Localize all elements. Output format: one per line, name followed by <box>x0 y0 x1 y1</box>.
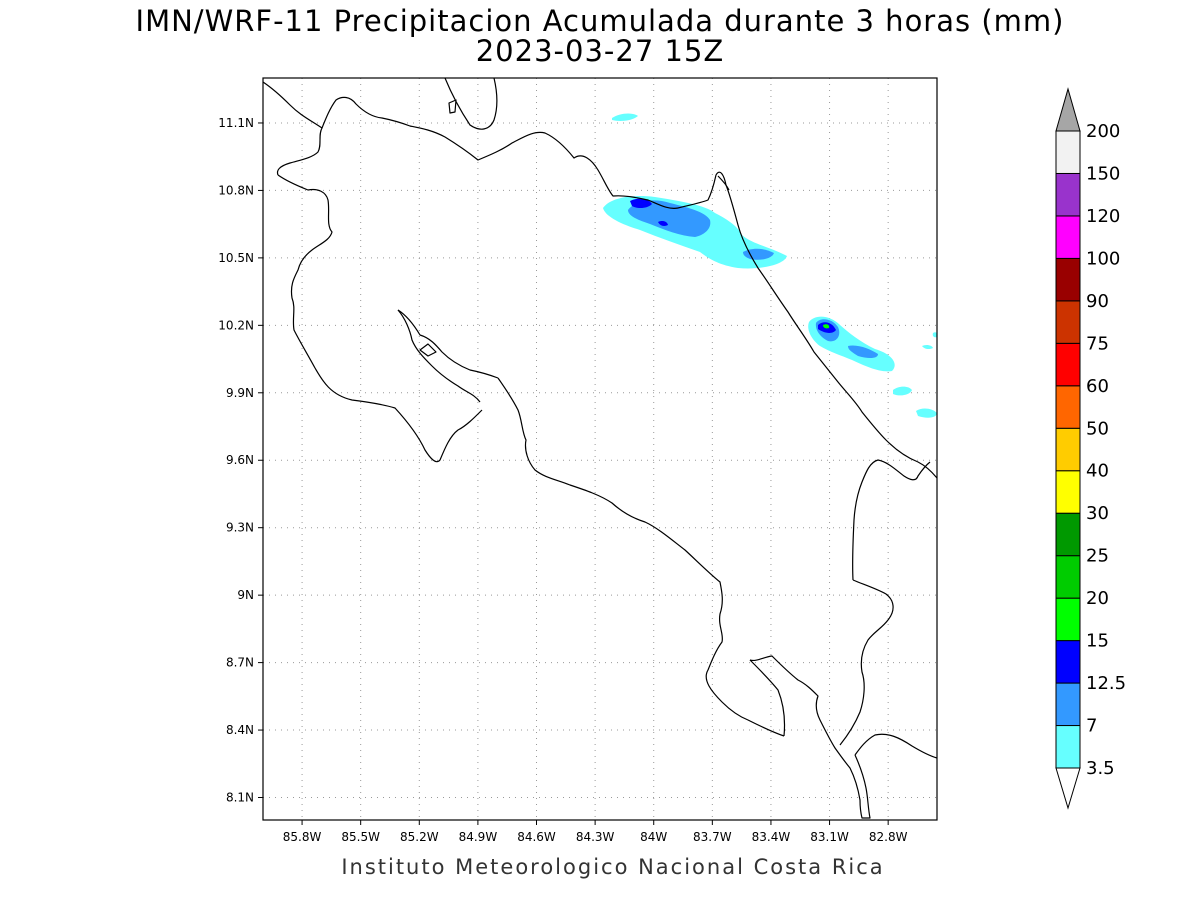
lat-tick-label: 10.8N <box>218 183 254 197</box>
map-datetime: 2023-03-27 15Z <box>475 34 725 68</box>
colorbar-label: 30 <box>1086 503 1109 524</box>
colorbar-label: 50 <box>1086 418 1109 439</box>
lon-tick-label: 83.7W <box>693 830 732 844</box>
graticule <box>263 78 937 820</box>
colorbar-label: 60 <box>1086 376 1109 397</box>
rain-area-12.5mm <box>658 221 668 226</box>
colorbar-label: 90 <box>1086 291 1109 312</box>
colorbar-swatch <box>1055 512 1081 557</box>
rain-area-15mm <box>823 324 830 329</box>
colorbar-label: 20 <box>1086 588 1109 609</box>
lat-tick-label: 9.6N <box>226 453 254 467</box>
colorbar-label: 100 <box>1086 248 1120 269</box>
lat-tick-label: 8.1N <box>226 791 254 805</box>
lon-tick-label: 84.9W <box>459 830 498 844</box>
lon-tick-label: 83.4W <box>752 830 791 844</box>
lon-tick-label: 84.6W <box>517 830 556 844</box>
colorbar-label: 120 <box>1086 206 1120 227</box>
precipitation-layer <box>603 113 937 418</box>
colorbar-swatch <box>1055 682 1081 727</box>
map-frame <box>262 77 938 821</box>
rain-area-7mm <box>628 200 711 237</box>
lon-tick-label: 84W <box>640 830 667 844</box>
colorbar-swatch <box>1055 385 1081 429</box>
colorbar-under-arrow <box>1055 767 1081 810</box>
rain-area-7mm <box>743 248 774 260</box>
rain-area-3.5mm <box>893 386 912 396</box>
colorbar-label: 25 <box>1086 546 1109 567</box>
colorbar-swatch <box>1055 470 1081 514</box>
rain-area-3.5mm <box>922 344 933 350</box>
colorbar-swatch <box>1055 172 1081 217</box>
lat-tick-label: 8.4N <box>226 723 254 737</box>
colorbar-swatch <box>1055 342 1081 387</box>
colorbar-label: 75 <box>1086 333 1109 354</box>
lon-tick-label: 85.5W <box>341 830 380 844</box>
rain-area-7mm <box>848 345 878 359</box>
map-title: IMN/WRF-11 Precipitacion Acumulada duran… <box>135 4 1065 38</box>
rain-area-3.5mm <box>916 408 937 418</box>
lat-tick-label: 10.5N <box>218 251 254 265</box>
coastlines-borders <box>263 78 937 819</box>
footer-credit: Instituto Meteorologico Nacional Costa R… <box>341 855 885 879</box>
colorbar-over-arrow <box>1055 87 1081 132</box>
colorbar-swatch <box>1055 555 1081 599</box>
lat-tick-label: 9.3N <box>226 521 254 535</box>
colorbar-label: 150 <box>1086 163 1120 184</box>
lat-tick-label: 9.9N <box>226 386 254 400</box>
colorbar-swatch <box>1055 300 1081 344</box>
colorbar-swatch <box>1055 725 1081 769</box>
lon-tick-label: 85.8W <box>283 830 322 844</box>
lon-tick-label: 85.2W <box>400 830 439 844</box>
colorbar-swatch <box>1055 130 1081 174</box>
lon-tick-label: 83.1W <box>810 830 849 844</box>
colorbar-label: 15 <box>1086 631 1109 652</box>
colorbar-swatch <box>1055 427 1081 472</box>
lon-tick-label: 84.3W <box>576 830 615 844</box>
lon-tick-label: 82.8W <box>869 830 908 844</box>
rain-area-12.5mm <box>630 198 652 209</box>
lat-tick-label: 11.1N <box>218 116 254 130</box>
colorbar-label: 40 <box>1086 461 1109 482</box>
colorbar-swatch <box>1055 597 1081 642</box>
colorbar: 3.5 7 12.5 15 20 25 30 40 50 60 75 90 100 120 150 200 <box>1055 87 1126 810</box>
colorbar-label: 12.5 <box>1086 673 1126 694</box>
colorbar-swatch <box>1055 215 1081 259</box>
lat-tick-label: 9N <box>237 588 254 602</box>
lat-tick-label: 8.7N <box>226 656 254 670</box>
rain-area-3.5mm <box>612 113 638 121</box>
colorbar-label: 200 <box>1086 121 1120 142</box>
colorbar-label: 7 <box>1086 716 1097 737</box>
rain-area-3.5mm <box>932 332 937 338</box>
axis-ticks: 85.8W 85.5W 85.2W 84.9W 84.6W 84.3W 84W 83.7W 83… <box>218 116 907 844</box>
colorbar-label: 3.5 <box>1086 758 1115 779</box>
colorbar-swatch <box>1055 640 1081 684</box>
lat-tick-label: 10.2N <box>218 318 254 332</box>
colorbar-swatch <box>1055 257 1081 302</box>
